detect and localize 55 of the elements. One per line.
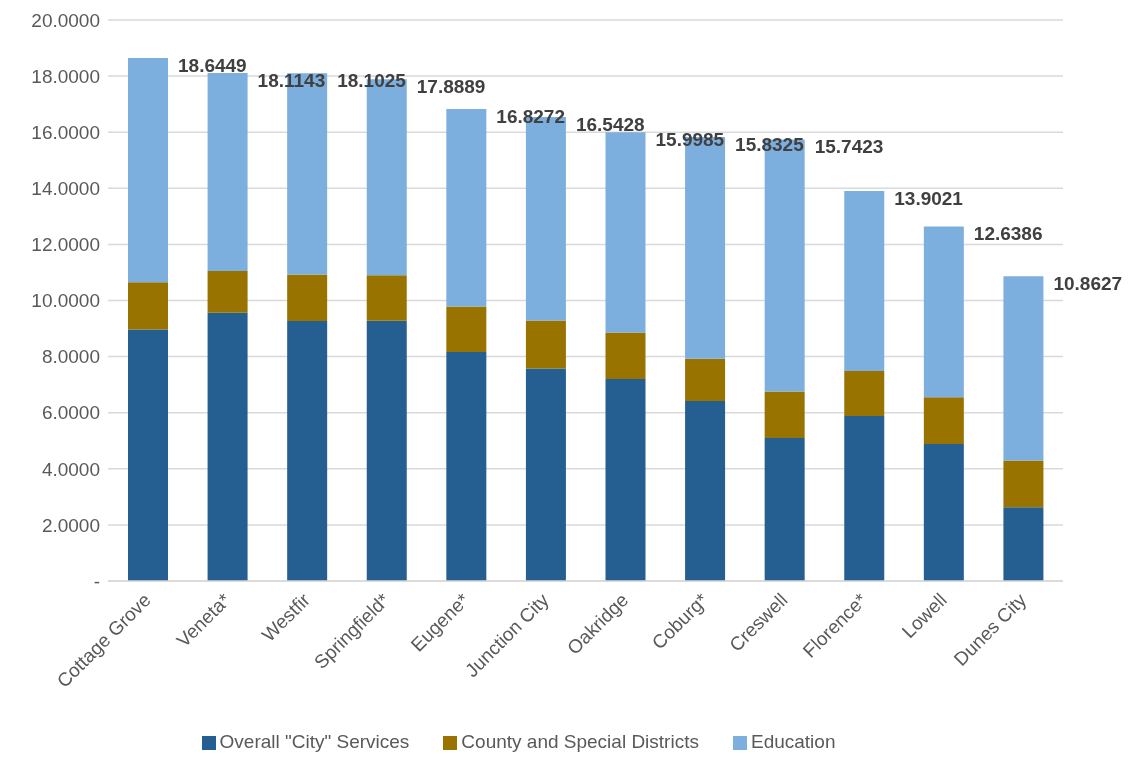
bar [605, 132, 646, 333]
y-tick-label: 8.0000 [41, 346, 100, 368]
bar [844, 191, 885, 371]
bar [128, 329, 168, 581]
legend-label: Overall "City" Services [219, 731, 410, 752]
bar [366, 275, 407, 321]
bar [685, 358, 726, 401]
y-tick-label: 2.0000 [41, 514, 100, 536]
bar [446, 109, 487, 307]
bar [128, 282, 168, 330]
total-label: 10.8627 [1053, 273, 1123, 295]
bar [923, 397, 964, 445]
total-label: 17.8889 [416, 76, 486, 98]
y-tick-label: 18.0000 [31, 65, 100, 87]
bar [525, 368, 566, 581]
total-label: 13.9021 [894, 188, 964, 210]
total-label: 15.9985 [655, 129, 725, 151]
y-tick-label: 10.0000 [31, 290, 100, 312]
bar [287, 320, 328, 581]
bar [1003, 276, 1044, 461]
bar [525, 320, 566, 369]
bar [207, 72, 248, 272]
bar [287, 274, 328, 321]
bar [1003, 460, 1044, 508]
y-tick-label: 16.0000 [31, 121, 100, 143]
bar [923, 444, 964, 581]
total-label: 12.6386 [973, 223, 1043, 245]
bar [446, 306, 487, 353]
y-tick-label: 12.0000 [31, 234, 100, 256]
legend-label: Education [750, 731, 836, 752]
bar [366, 320, 407, 581]
bar [207, 271, 248, 313]
y-tick-label: 4.0000 [41, 458, 100, 480]
bar [207, 312, 248, 581]
y-tick-label: 14.0000 [31, 178, 100, 200]
y-tick-label: - [93, 570, 100, 592]
total-label: 18.1025 [337, 70, 407, 92]
bar [1003, 507, 1044, 581]
legend-label: County and Special Districts [461, 731, 699, 752]
bar [685, 400, 726, 581]
y-tick-label: 20.0000 [31, 9, 100, 31]
total-label: 18.6449 [178, 55, 247, 77]
total-label: 16.5428 [575, 113, 645, 135]
total-label: 16.8272 [496, 106, 566, 127]
bar [605, 332, 646, 380]
bar [446, 352, 487, 581]
bar [844, 416, 885, 581]
total-label: 15.7423 [814, 136, 884, 158]
bar [923, 226, 964, 398]
bar [764, 437, 805, 581]
bar [605, 379, 646, 581]
bar [764, 391, 805, 438]
y-tick-label: 6.0000 [41, 402, 100, 424]
bar [844, 370, 885, 417]
bar [128, 58, 168, 283]
